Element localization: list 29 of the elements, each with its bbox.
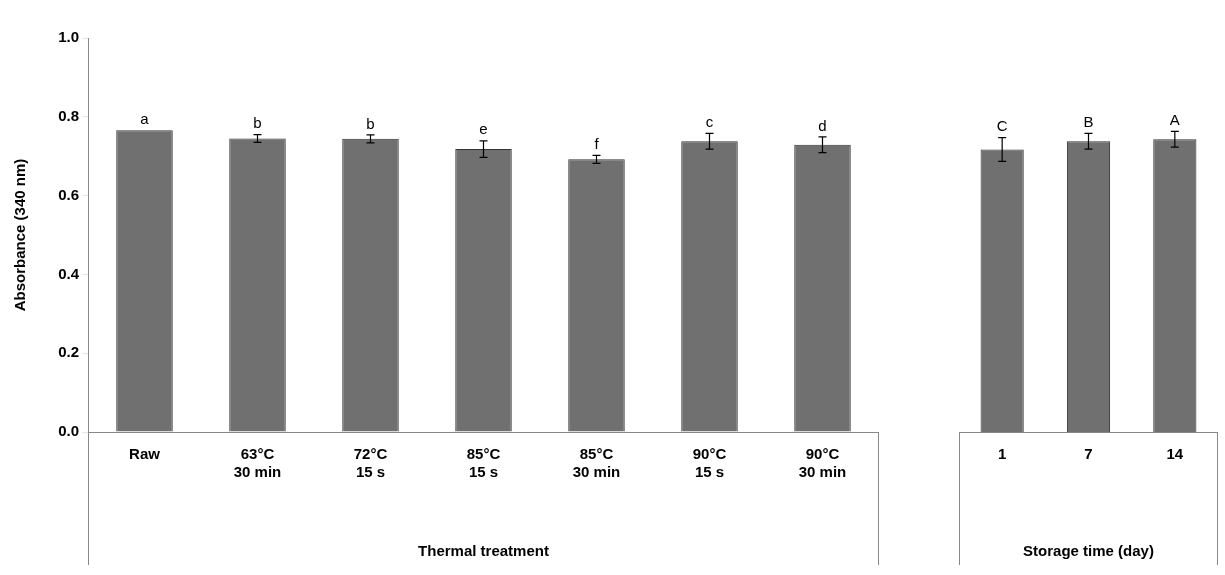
y-tick-label: 0.6 (58, 185, 79, 203)
y-axis-title: Absorbance (340 nm) (11, 158, 29, 312)
data-label: b (366, 114, 375, 132)
data-label: A (1169, 111, 1180, 129)
y-tick-label: 0.4 (58, 264, 80, 282)
data-label: c (705, 112, 714, 130)
x-tick-label: 14 (1166, 445, 1184, 463)
x-tick-label: 1 (997, 445, 1007, 463)
data-label: a (140, 109, 150, 127)
y-tick-label: 0.0 (58, 422, 79, 440)
x-tick-label: 90°C 30 min (798, 445, 847, 481)
x-tick-label: 85°C 15 s (466, 445, 501, 481)
data-label: f (594, 135, 600, 153)
data-label: b (253, 114, 262, 132)
x-axis-title: Storage time (day) (1023, 541, 1154, 559)
data-label: C (996, 117, 1008, 135)
y-tick-label: 0.2 (58, 343, 79, 361)
y-tick-label: 1.0 (58, 28, 79, 46)
x-tick-label: Raw (129, 445, 161, 463)
data-label: d (818, 116, 827, 134)
data-label: B (1083, 112, 1094, 130)
y-tick-label: 0.8 (58, 106, 79, 124)
x-axis-title: Thermal treatment (418, 541, 549, 559)
x-tick-label: 7 (1084, 445, 1093, 463)
data-label: e (479, 120, 488, 138)
x-tick-label: 90°C 15 s (692, 445, 727, 481)
x-tick-label: 72°C 15 s (353, 445, 388, 481)
x-tick-label: 63°C 30 min (233, 445, 282, 481)
x-tick-label: 85°C 30 min (572, 445, 621, 481)
